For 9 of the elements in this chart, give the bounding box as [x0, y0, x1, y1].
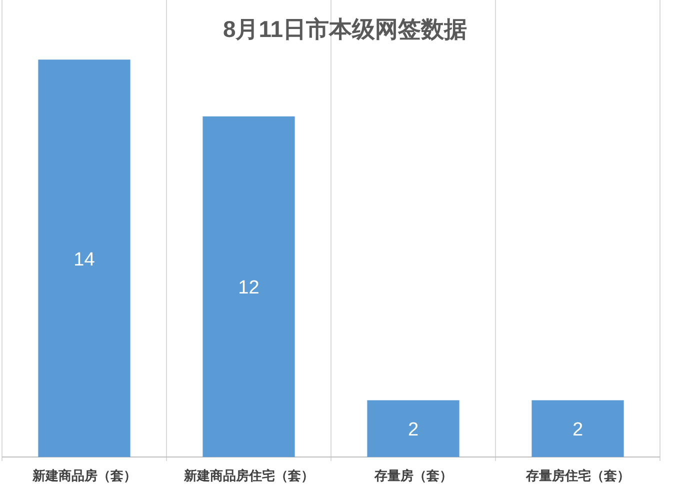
- x-tick-label: 新建商品房（套）: [31, 468, 136, 483]
- x-tick-label: 新建商品房住宅（套）: [182, 468, 314, 483]
- x-tick-label: 存量房住宅（套）: [524, 468, 630, 483]
- data-label: 2: [572, 420, 584, 441]
- data-label: 2: [408, 420, 419, 441]
- data-label: 14: [74, 249, 96, 270]
- data-label: 12: [238, 278, 260, 299]
- x-tick-label: 存量房（套）: [373, 468, 452, 483]
- chart-title: 8月11日市本级网签数据: [222, 16, 468, 42]
